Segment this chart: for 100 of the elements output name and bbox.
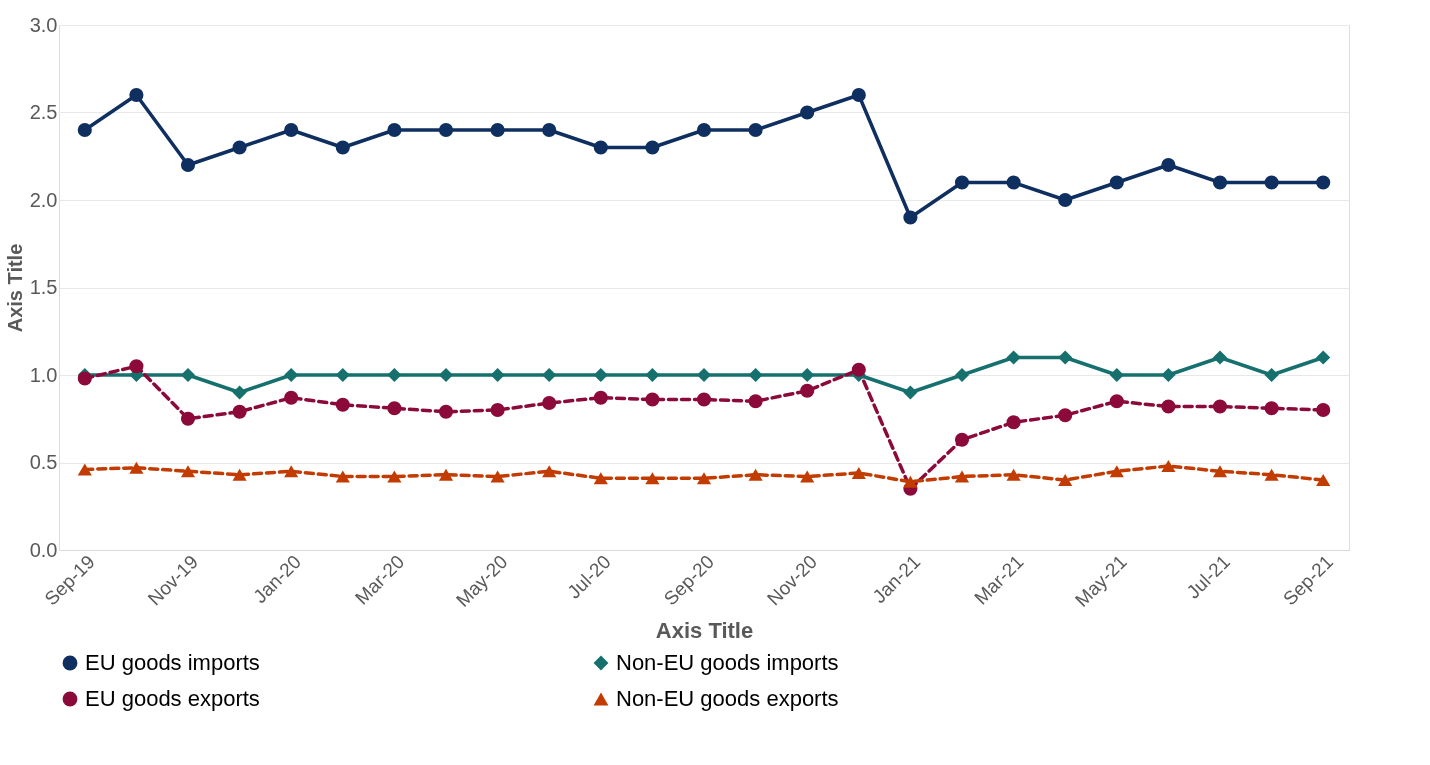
point (490, 402, 505, 418)
x-axis-title: Axis Title (655, 617, 754, 643)
point (387, 122, 402, 138)
point (1212, 175, 1228, 190)
point (335, 140, 350, 155)
point (1161, 459, 1176, 473)
point (438, 468, 454, 481)
point (387, 367, 402, 383)
y-tick-label: 1.5 (29, 276, 58, 298)
point (1058, 473, 1073, 487)
point (1006, 350, 1021, 365)
point (542, 122, 557, 138)
point (542, 395, 557, 411)
point (593, 390, 608, 405)
legend-label: Non-EU goods exports (616, 686, 839, 711)
point (1058, 192, 1073, 208)
point (903, 210, 918, 225)
point (438, 404, 454, 419)
point (593, 472, 608, 485)
point (954, 175, 970, 190)
point (1212, 399, 1228, 414)
point (77, 371, 92, 386)
y-tick-label: 0.5 (29, 451, 58, 473)
point (129, 87, 144, 103)
point (542, 465, 557, 478)
point (1109, 394, 1124, 409)
point (903, 385, 918, 400)
y-axis-title: Axis Title (3, 243, 26, 333)
point (800, 105, 815, 120)
point (696, 122, 712, 138)
point (1161, 367, 1176, 383)
point (77, 463, 92, 476)
point (645, 472, 660, 485)
point (1316, 402, 1331, 418)
point (1264, 367, 1279, 383)
point (748, 394, 763, 409)
point (387, 401, 402, 416)
point (1212, 350, 1228, 365)
point (800, 470, 815, 483)
point (645, 392, 660, 407)
point (490, 470, 505, 483)
point (542, 367, 557, 383)
y-tick-label: 0.0 (29, 538, 58, 561)
point (232, 404, 247, 419)
y-tick-label: 2.0 (29, 188, 58, 211)
point (1161, 157, 1176, 173)
point (1006, 468, 1021, 481)
y-tick-label: 2.5 (29, 101, 58, 123)
point (954, 367, 970, 383)
point (232, 140, 247, 155)
point (438, 367, 454, 383)
point (748, 468, 763, 481)
point (284, 465, 299, 478)
point (1316, 473, 1331, 487)
point (1109, 175, 1124, 190)
point (180, 367, 196, 383)
point (1316, 175, 1331, 190)
point (335, 367, 350, 383)
point (490, 122, 505, 138)
point (1264, 175, 1279, 190)
point (1264, 401, 1279, 416)
point (800, 383, 815, 398)
point (1161, 399, 1176, 414)
point (1058, 408, 1073, 423)
point (438, 122, 454, 138)
point (800, 367, 815, 383)
point (593, 367, 608, 383)
point (645, 367, 660, 383)
point (1006, 175, 1021, 190)
point (1058, 350, 1073, 365)
point (851, 87, 866, 103)
point (77, 122, 92, 138)
point (1109, 465, 1124, 478)
y-tick-label: 1.0 (29, 363, 58, 386)
point (387, 470, 402, 483)
point (232, 385, 247, 400)
point (696, 392, 712, 407)
point (284, 367, 299, 383)
y-tick-label: 3.0 (29, 13, 58, 36)
point (1212, 465, 1228, 478)
point (180, 465, 196, 478)
point (1264, 468, 1279, 481)
point (748, 122, 763, 138)
point (1316, 350, 1331, 365)
point (696, 367, 712, 383)
point (851, 466, 866, 480)
point (748, 367, 763, 383)
point (954, 432, 970, 447)
point (954, 470, 970, 483)
point (1109, 367, 1124, 383)
point (180, 157, 196, 173)
point (903, 475, 918, 488)
point (180, 411, 196, 426)
point (851, 362, 866, 377)
legend-label: EU goods exports (85, 686, 260, 711)
point (129, 461, 144, 474)
point (284, 122, 299, 138)
legend-label: Non-EU goods imports (616, 650, 839, 675)
point (232, 468, 247, 481)
legend-label: EU goods imports (85, 650, 260, 675)
